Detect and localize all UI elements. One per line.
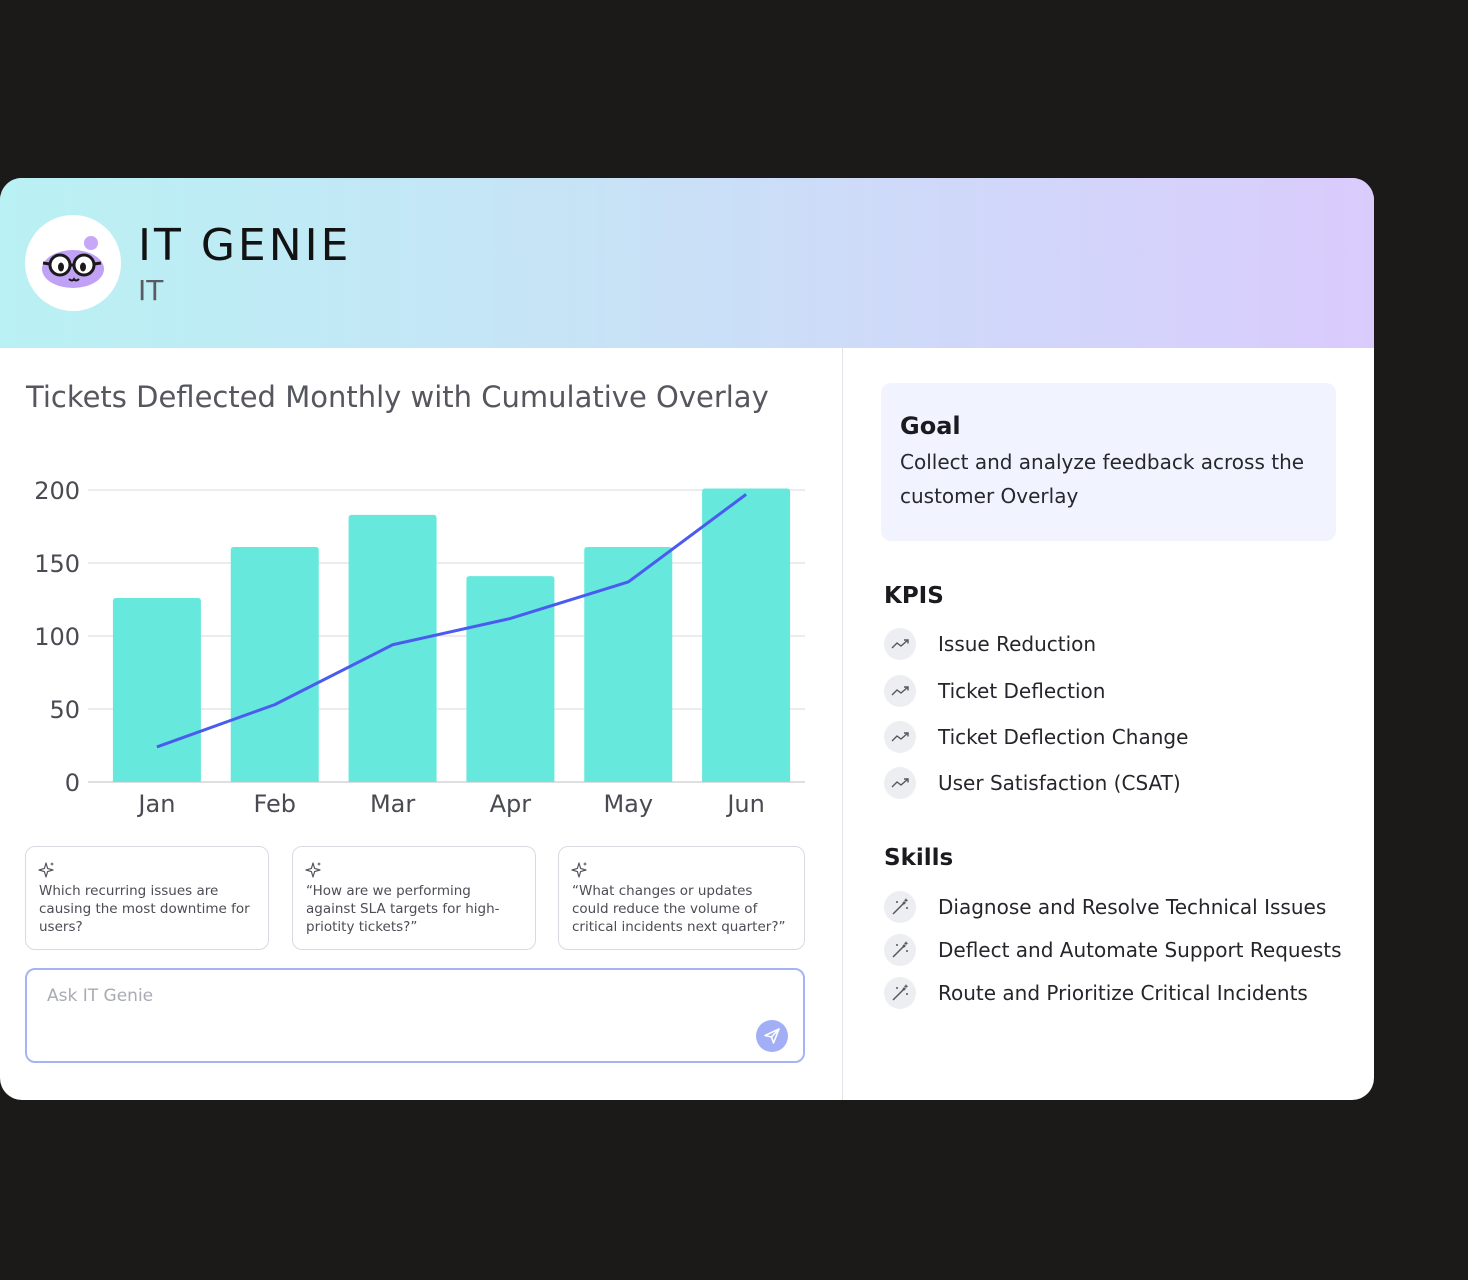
x-tick-label: Feb bbox=[254, 790, 297, 818]
skills-title: Skills bbox=[884, 845, 954, 871]
y-tick-label: 150 bbox=[34, 550, 80, 578]
goal-box: Goal Collect and analyze feedback across… bbox=[881, 383, 1336, 541]
x-tick-label: Jan bbox=[136, 790, 175, 818]
send-icon bbox=[764, 1028, 780, 1044]
bar bbox=[112, 598, 201, 782]
tickets-chart: 0 50 100 150 200 Jan Feb Mar Apr May Jun bbox=[34, 477, 805, 818]
goal-text: Collect and analyze feedback across the … bbox=[900, 450, 1305, 508]
trend-up-icon bbox=[891, 639, 909, 649]
suggestion-card-3[interactable]: “What changes or updates could reduce th… bbox=[558, 846, 805, 950]
trend-up-icon bbox=[891, 732, 909, 742]
suggestion-text: “What changes or updates could reduce th… bbox=[572, 883, 786, 935]
suggestion-text: Which recurring issues are causing the m… bbox=[39, 883, 250, 935]
kpis-title: KPIS bbox=[884, 583, 944, 609]
y-tick-label: 50 bbox=[49, 696, 80, 724]
sparkle-icon bbox=[305, 862, 321, 878]
trend-up-icon bbox=[891, 686, 909, 696]
sparkle-icon bbox=[38, 862, 54, 878]
bar bbox=[348, 514, 437, 782]
skill-item-diagnose: Diagnose and Resolve Technical Issues bbox=[884, 891, 1354, 923]
bar bbox=[466, 576, 555, 782]
suggestion-text: “How are we performing against SLA targe… bbox=[306, 883, 500, 935]
y-tick-label: 0 bbox=[65, 769, 80, 797]
sparkle-icon bbox=[571, 862, 587, 878]
kpi-label: Ticket Deflection Change bbox=[938, 725, 1189, 749]
magic-wand-icon bbox=[892, 941, 909, 958]
trend-up-icon bbox=[891, 778, 909, 788]
kpi-item-issue-reduction: Issue Reduction bbox=[884, 628, 1354, 660]
card-header: IT GENIE IT bbox=[0, 178, 1374, 348]
bar bbox=[702, 488, 791, 782]
y-tick-label: 200 bbox=[34, 477, 80, 505]
chart-title: Tickets Deflected Monthly with Cumulativ… bbox=[26, 380, 769, 414]
avatar bbox=[25, 215, 121, 311]
x-tick-label: Apr bbox=[490, 790, 532, 818]
app-subtitle: IT bbox=[138, 274, 164, 307]
skill-label: Deflect and Automate Support Requests bbox=[938, 938, 1342, 962]
goal-title: Goal bbox=[900, 412, 961, 440]
kpi-label: Issue Reduction bbox=[938, 632, 1097, 656]
app-title: IT GENIE bbox=[138, 220, 352, 271]
send-button[interactable] bbox=[756, 1020, 788, 1052]
kpi-item-ticket-deflection: Ticket Deflection bbox=[884, 675, 1354, 707]
panel-divider bbox=[842, 348, 843, 1100]
magic-wand-icon bbox=[892, 898, 909, 915]
ask-input[interactable] bbox=[45, 982, 649, 1010]
skill-label: Route and Prioritize Critical Incidents bbox=[938, 981, 1308, 1005]
skill-item-deflect: Deflect and Automate Support Requests bbox=[884, 934, 1354, 966]
skill-item-route: Route and Prioritize Critical Incidents bbox=[884, 977, 1354, 1009]
kpi-label: User Satisfaction (CSAT) bbox=[938, 771, 1181, 795]
x-tick-label: Mar bbox=[370, 790, 415, 818]
kpi-item-ticket-deflection-change: Ticket Deflection Change bbox=[884, 721, 1354, 753]
agent-card: IT GENIE IT Tickets Deflected Monthly wi… bbox=[0, 178, 1374, 1100]
genie-mascot-icon bbox=[42, 236, 104, 288]
cumulative-line bbox=[156, 493, 747, 749]
suggestion-card-1[interactable]: Which recurring issues are causing the m… bbox=[25, 846, 269, 950]
y-tick-label: 100 bbox=[34, 623, 80, 651]
bar bbox=[584, 546, 673, 782]
x-tick-label: May bbox=[603, 790, 653, 818]
bar bbox=[230, 546, 319, 782]
kpi-label: Ticket Deflection bbox=[938, 679, 1106, 703]
skill-label: Diagnose and Resolve Technical Issues bbox=[938, 895, 1327, 919]
kpi-item-user-satisfaction: User Satisfaction (CSAT) bbox=[884, 767, 1354, 799]
x-tick-label: Jun bbox=[725, 790, 765, 818]
magic-wand-icon bbox=[892, 984, 909, 1001]
ask-box bbox=[25, 968, 805, 1063]
suggestion-card-2[interactable]: “How are we performing against SLA targe… bbox=[292, 846, 536, 950]
